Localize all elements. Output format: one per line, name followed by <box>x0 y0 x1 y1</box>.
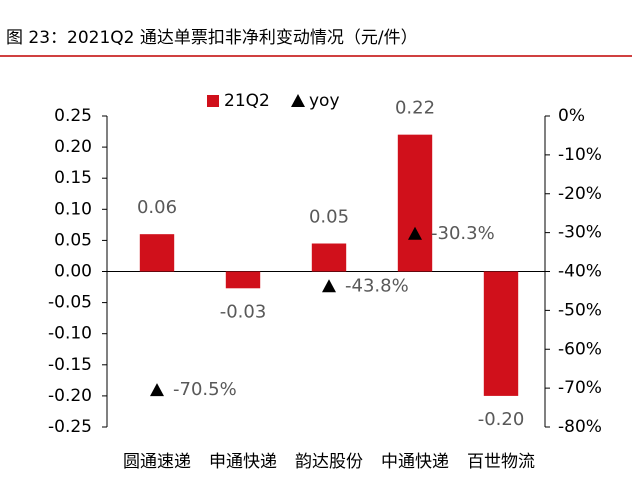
y-tick-label: 0.20 <box>54 137 92 157</box>
bar <box>225 271 261 289</box>
y2-tick-label: -30% <box>558 223 602 243</box>
y2-tick-label: -60% <box>558 339 602 359</box>
legend-label: yoy <box>309 91 340 111</box>
chart-title: 图 23：2021Q2 通达单票扣非净利变动情况（元/件） <box>6 28 418 48</box>
x-tick-label: 申通快递 <box>209 452 277 472</box>
value-label: -43.8% <box>345 275 409 296</box>
y-tick-label: -0.25 <box>48 417 92 437</box>
bar <box>311 243 347 272</box>
value-label: 0.22 <box>395 98 435 119</box>
value-label: -70.5% <box>173 379 237 400</box>
yoy-marker <box>322 279 336 293</box>
x-tick-label: 中通快递 <box>381 452 449 472</box>
y-tick-label: 0.00 <box>54 262 92 282</box>
value-label: 0.05 <box>309 207 349 228</box>
yoy-marker <box>408 226 422 240</box>
y-tick-label: -0.20 <box>48 386 92 406</box>
yoy-marker <box>150 383 164 397</box>
value-label: -0.03 <box>220 301 267 322</box>
x-tick-label: 百世物流 <box>467 452 535 472</box>
legend-marker <box>207 95 219 107</box>
y2-tick-label: -10% <box>558 145 602 165</box>
y-tick-label: -0.15 <box>48 355 92 375</box>
y2-tick-label: -20% <box>558 184 602 204</box>
legend-marker <box>291 94 305 107</box>
value-label: -30.3% <box>431 223 495 244</box>
y2-tick-label: 0% <box>558 106 585 126</box>
y-tick-label: 0.05 <box>54 230 92 250</box>
value-label: 0.06 <box>137 197 177 218</box>
x-tick-label: 韵达股份 <box>295 452 363 472</box>
y2-tick-label: -50% <box>558 300 602 320</box>
bar <box>483 271 519 396</box>
x-tick-label: 圆通速递 <box>123 452 191 472</box>
y-tick-label: -0.10 <box>48 324 92 344</box>
bar <box>139 234 175 272</box>
bar <box>397 134 433 272</box>
y2-tick-label: -40% <box>558 262 602 282</box>
y-tick-label: 0.25 <box>54 106 92 126</box>
y-tick-label: -0.05 <box>48 293 92 313</box>
y2-tick-label: -70% <box>558 378 602 398</box>
y-tick-label: 0.15 <box>54 168 92 188</box>
y2-tick-label: -80% <box>558 417 602 437</box>
y-tick-label: 0.10 <box>54 199 92 219</box>
value-label: -0.20 <box>478 409 525 430</box>
legend-label: 21Q2 <box>224 91 270 111</box>
